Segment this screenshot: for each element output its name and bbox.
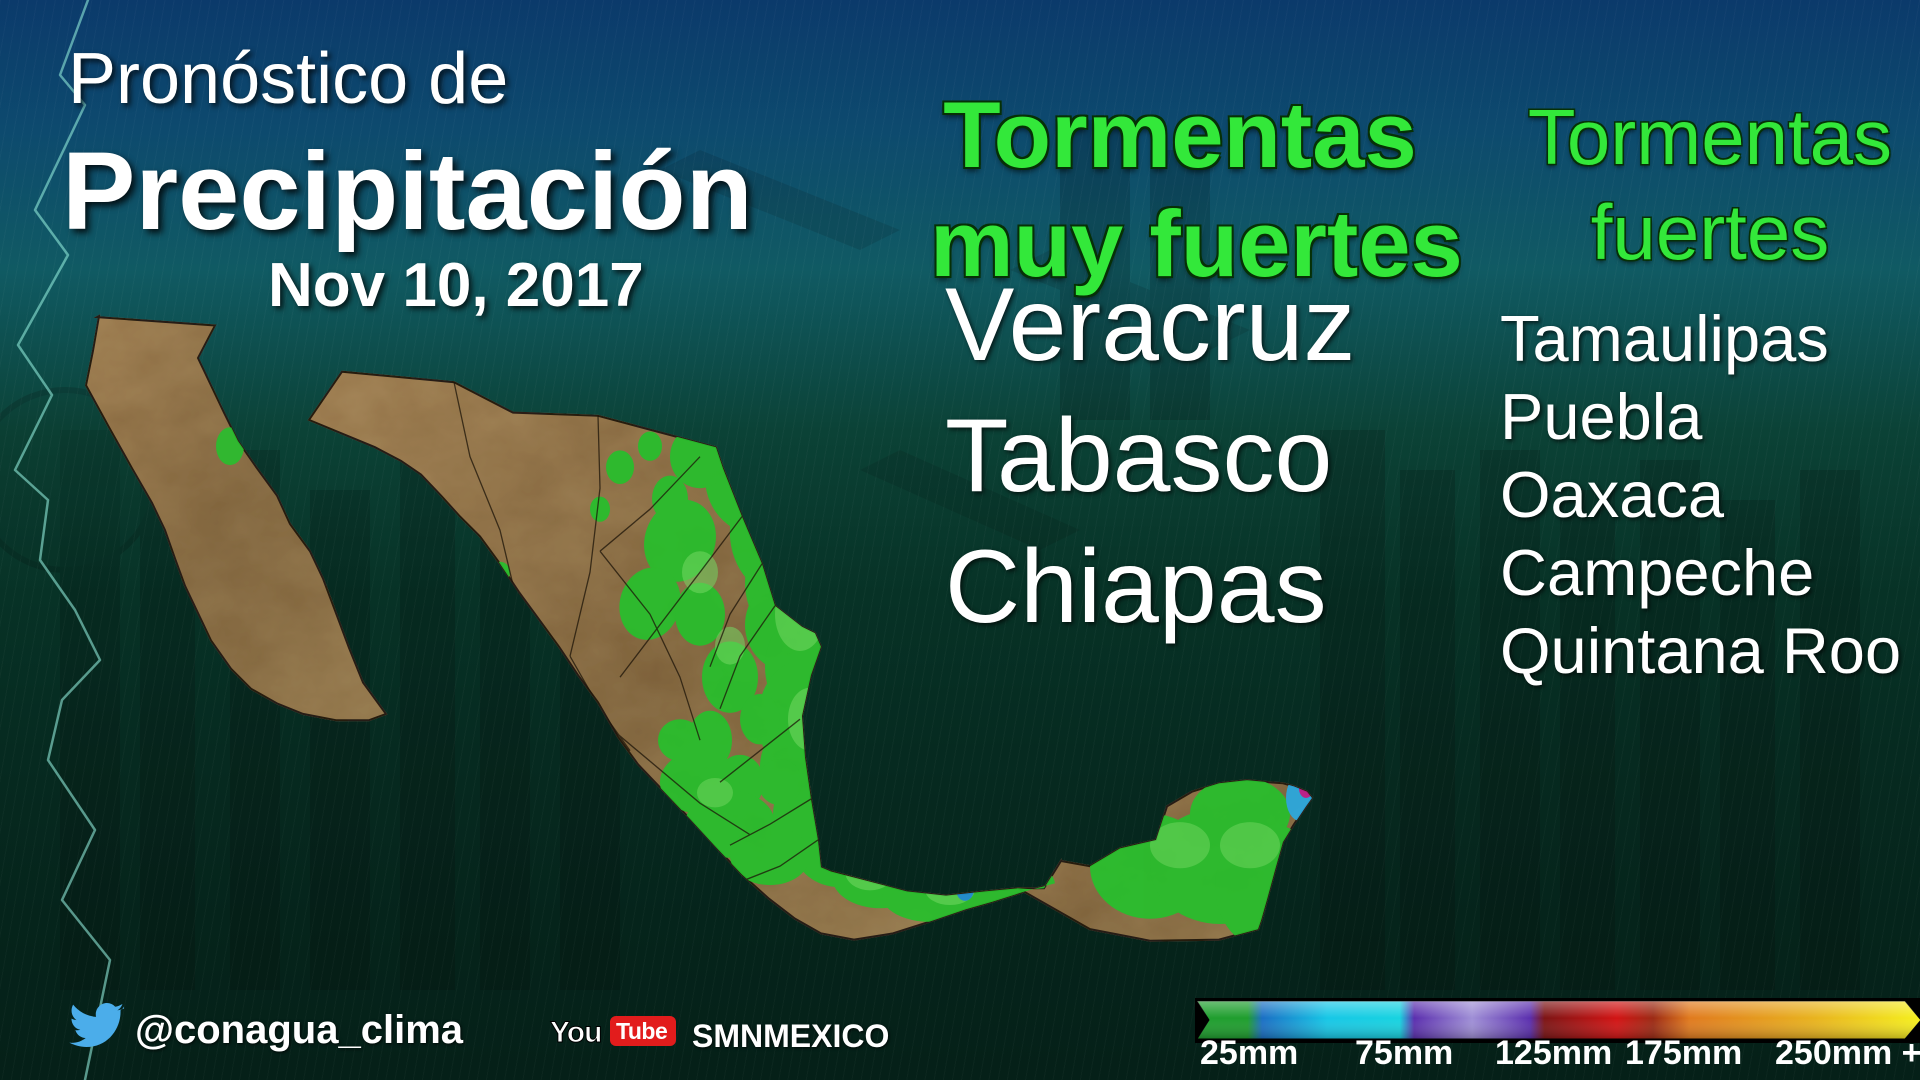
svg-text:75mm: 75mm	[1355, 1034, 1453, 1068]
svg-text:Tube: Tube	[616, 1018, 667, 1044]
svg-text:125mm: 125mm	[1495, 1034, 1612, 1068]
svg-text:25mm: 25mm	[1200, 1034, 1298, 1068]
svg-text:175mm: 175mm	[1625, 1034, 1742, 1068]
svg-text:You: You	[550, 1016, 601, 1049]
svg-text:250mm +: 250mm +	[1775, 1034, 1920, 1068]
